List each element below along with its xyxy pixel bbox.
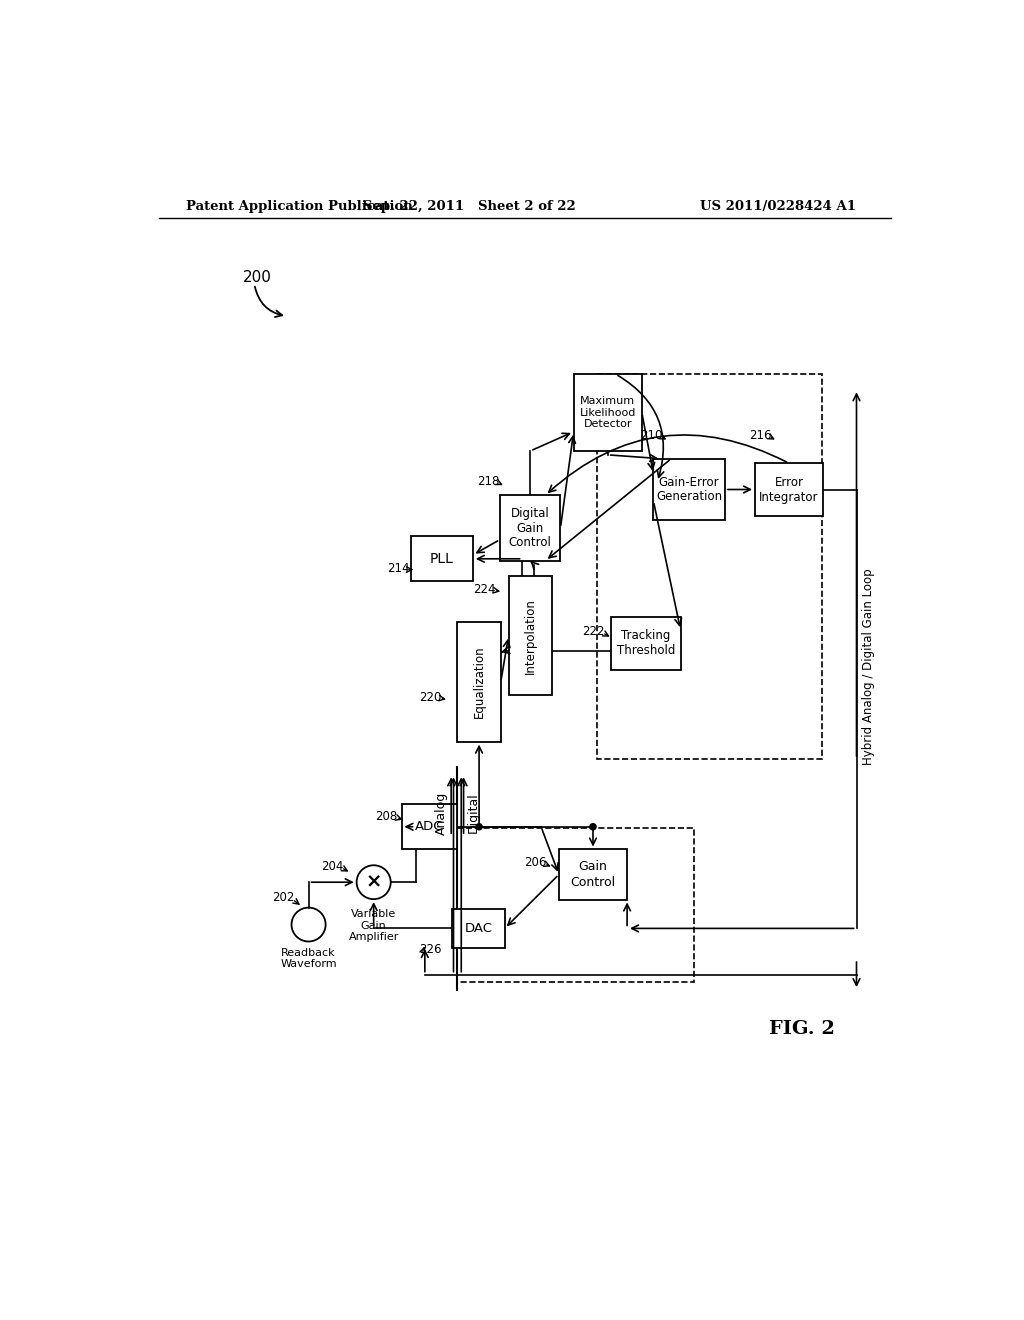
Text: Variable
Gain
Amplifier: Variable Gain Amplifier xyxy=(348,909,399,942)
Bar xyxy=(458,829,693,982)
Text: 224: 224 xyxy=(474,583,496,597)
Text: Digital
Gain
Control: Digital Gain Control xyxy=(509,507,552,549)
Circle shape xyxy=(476,824,482,830)
Text: Gain-Error
Generation: Gain-Error Generation xyxy=(656,475,722,503)
Text: Equalization: Equalization xyxy=(472,645,485,718)
Bar xyxy=(509,576,552,696)
Text: Analog: Analog xyxy=(435,791,449,834)
Bar xyxy=(411,536,473,581)
Bar xyxy=(755,463,823,516)
Text: ADC: ADC xyxy=(415,820,443,833)
Text: US 2011/0228424 A1: US 2011/0228424 A1 xyxy=(700,199,856,213)
Text: 208: 208 xyxy=(376,810,397,824)
Text: 200: 200 xyxy=(243,271,271,285)
Bar xyxy=(573,374,642,451)
Text: 226: 226 xyxy=(420,944,442,957)
Text: Error
Integrator: Error Integrator xyxy=(760,475,819,503)
Text: 202: 202 xyxy=(272,891,295,904)
Text: PLL: PLL xyxy=(430,552,454,566)
Text: 210: 210 xyxy=(640,429,663,442)
Bar xyxy=(458,622,501,742)
Text: Gain
Control: Gain Control xyxy=(570,861,615,888)
Bar xyxy=(597,374,821,759)
Text: 214: 214 xyxy=(387,562,410,576)
Bar xyxy=(401,804,458,849)
Text: 218: 218 xyxy=(477,475,500,488)
Text: Hybrid Analog / Digital Gain Loop: Hybrid Analog / Digital Gain Loop xyxy=(861,569,874,764)
Text: Sep. 22, 2011   Sheet 2 of 22: Sep. 22, 2011 Sheet 2 of 22 xyxy=(362,199,575,213)
Text: Maximum
Likelihood
Detector: Maximum Likelihood Detector xyxy=(580,396,636,429)
Text: ×: × xyxy=(366,873,382,892)
Bar xyxy=(452,909,505,948)
Text: Tracking
Threshold: Tracking Threshold xyxy=(616,630,675,657)
Bar xyxy=(611,616,681,671)
Text: 206: 206 xyxy=(524,857,547,870)
Text: Readback
Waveform: Readback Waveform xyxy=(281,948,337,969)
Text: DAC: DAC xyxy=(464,921,493,935)
Text: Patent Application Publication: Patent Application Publication xyxy=(186,199,413,213)
Text: 216: 216 xyxy=(749,429,771,442)
Bar xyxy=(500,495,560,561)
Text: 222: 222 xyxy=(582,626,604,639)
Text: 204: 204 xyxy=(322,861,343,874)
Bar xyxy=(653,459,725,520)
Circle shape xyxy=(590,824,596,830)
Text: Interpolation: Interpolation xyxy=(523,598,537,673)
Text: 220: 220 xyxy=(420,690,442,704)
Text: FIG. 2: FIG. 2 xyxy=(769,1019,836,1038)
Bar xyxy=(559,850,627,899)
Text: Digital: Digital xyxy=(467,792,479,833)
